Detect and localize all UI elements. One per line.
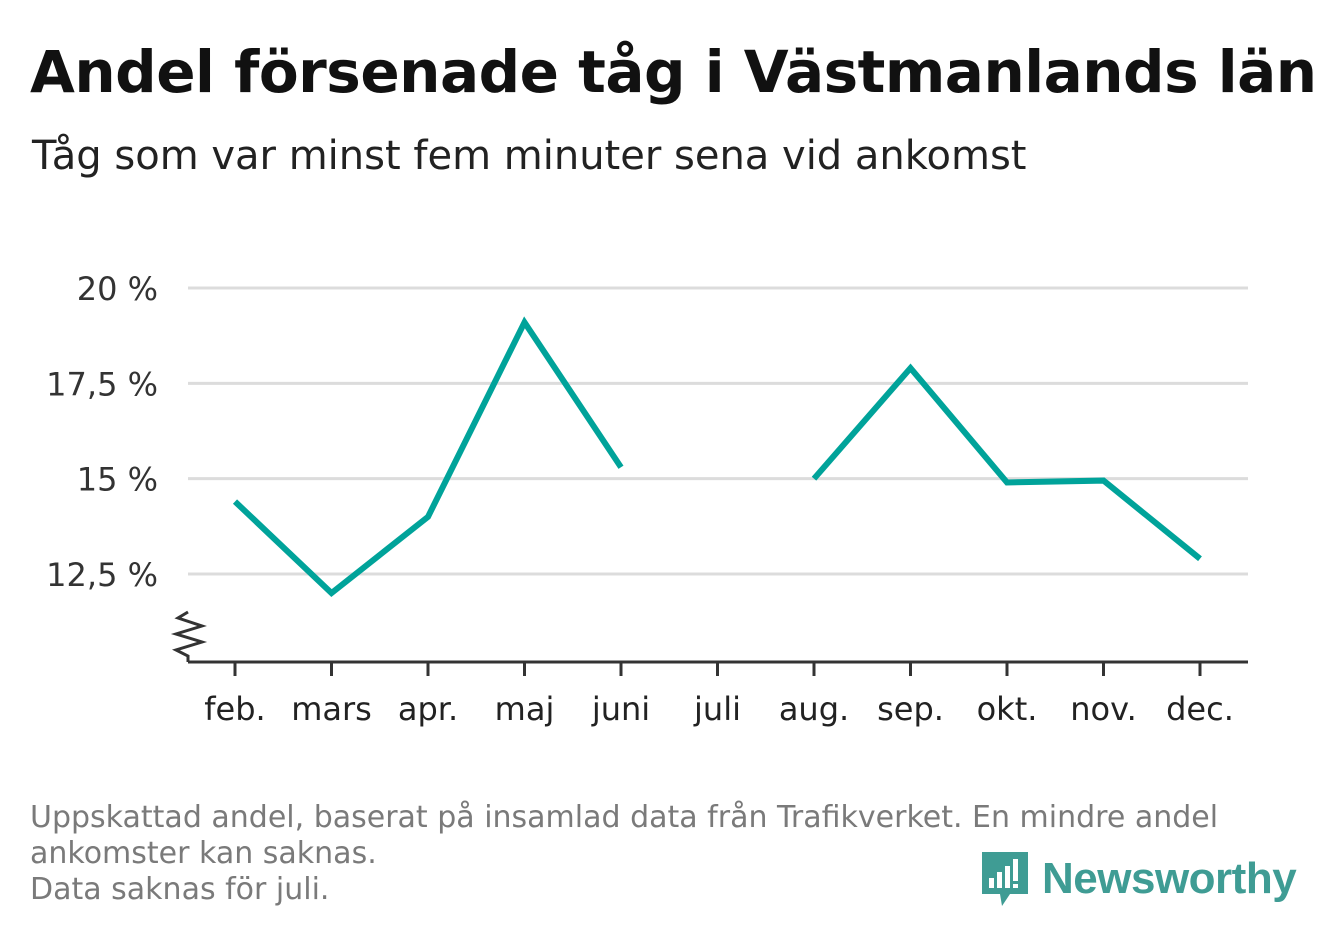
newsworthy-logo: Newsworthy bbox=[980, 850, 1297, 908]
series-line bbox=[811, 363, 1202, 562]
newsworthy-logo-icon bbox=[982, 852, 1028, 906]
x-tick-label: apr. bbox=[398, 690, 458, 728]
line-chart: 12,5 % 15 % 17,5 % 20 % feb. mars apr. maj juni… bbox=[46, 270, 1248, 728]
series-line bbox=[232, 316, 624, 598]
series-lines bbox=[232, 316, 1202, 598]
y-tick-label: 15 % bbox=[77, 461, 158, 499]
y-axis-ticks: 12,5 % 15 % 17,5 % 20 % bbox=[46, 270, 158, 594]
footnote-line-2: ankomster kan saknas. bbox=[30, 836, 377, 871]
x-tick-label: dec. bbox=[1166, 690, 1234, 728]
x-axis bbox=[170, 610, 1248, 664]
footnote-line-1: Uppskattad andel, baserat på insamlad da… bbox=[30, 800, 1219, 835]
x-tick-label: mars bbox=[291, 690, 372, 728]
y-tick-label: 12,5 % bbox=[46, 556, 158, 594]
footnote: Uppskattad andel, baserat på insamlad da… bbox=[30, 800, 1290, 908]
y-tick-label: 17,5 % bbox=[46, 365, 158, 403]
x-tick-label: sep. bbox=[877, 690, 944, 728]
x-tick-label: okt. bbox=[977, 690, 1038, 728]
y-tick-label: 20 % bbox=[77, 270, 158, 308]
x-tick-label: maj bbox=[495, 690, 555, 728]
x-tick-label: nov. bbox=[1070, 690, 1136, 728]
x-tick-label: aug. bbox=[779, 690, 849, 728]
x-tick-label: juni bbox=[591, 690, 650, 728]
footnote-line-3: Data saknas för juli. bbox=[30, 872, 330, 907]
x-axis-ticks: feb. mars apr. maj juni juli aug. sep. okt. nov. d… bbox=[204, 662, 1234, 728]
logo-text: Newsworthy bbox=[1042, 854, 1297, 903]
x-tick-label: feb. bbox=[204, 690, 265, 728]
gridlines bbox=[188, 286, 1248, 576]
chart-subtitle: Tåg som var minst fem minuter sena vid a… bbox=[32, 133, 1027, 179]
chart-title: Andel försenade tåg i Västmanlands län bbox=[30, 38, 1317, 106]
axis-break-mark bbox=[170, 610, 208, 662]
x-tick-label: juli bbox=[693, 690, 741, 728]
